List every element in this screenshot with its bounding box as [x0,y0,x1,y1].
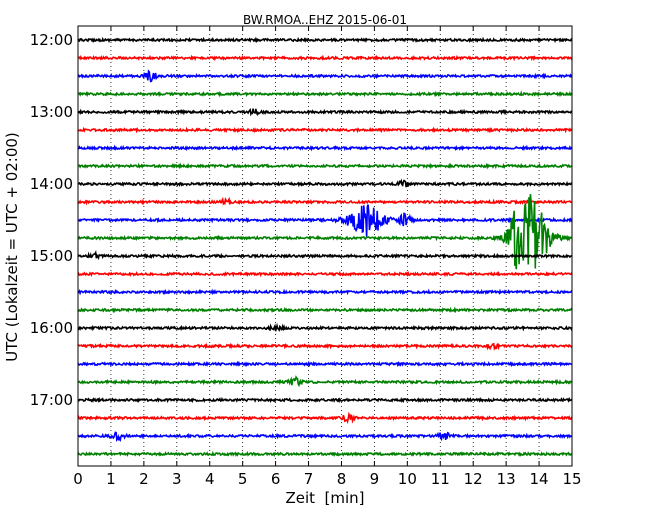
trace-1730 [77,431,573,443]
y-tick-label: 13:00 [30,103,73,121]
x-tick-label: 14 [530,470,549,488]
y-tick-label: 14:00 [30,175,73,193]
grid [110,26,540,466]
x-tick-label: 7 [304,470,314,488]
chart-title: BW.RMOA..EHZ 2015-06-01 [243,13,407,27]
x-tick-label: 1 [106,470,116,488]
trace-1300 [77,107,573,117]
x-tick-label: 10 [398,470,417,488]
x-axis-label: Zeit [min] [285,489,364,507]
x-tick-label: 15 [562,470,581,488]
trace-1215 [77,54,573,62]
trace-1230 [77,69,573,83]
trace-1415 [77,196,573,206]
trace-1530 [77,288,573,296]
y-axis-label: UTC (Lokalzeit = UTC + 02:00) [3,132,21,362]
y-tick-label: 12:00 [30,31,73,49]
trace-1315 [77,126,573,134]
x-tick-label: 13 [497,470,516,488]
x-tick-label: 11 [431,470,450,488]
trace-1500 [77,249,573,261]
trace-1200 [77,36,573,44]
trace-1715 [77,411,573,425]
trace-1630 [77,360,573,368]
y-tick-label: 17:00 [30,391,73,409]
trace-1330 [77,144,573,152]
y-tick-label: 15:00 [30,247,73,265]
trace-1545 [77,306,573,314]
x-tick-label: 12 [464,470,483,488]
x-tick-label: 5 [238,470,248,488]
trace-1700 [77,396,573,404]
trace-1745 [77,450,573,458]
x-tick-label: 0 [73,470,83,488]
trace-1600 [77,322,573,333]
trace-1400 [77,178,573,188]
x-tick-label: 8 [337,470,347,488]
traces [77,36,573,458]
plot-frame [77,25,573,467]
x-tick-label: 3 [172,470,182,488]
trace-1645 [77,374,573,388]
trace-1445 [77,194,573,270]
y-tick-label: 16:00 [30,319,73,337]
trace-1345 [77,162,573,170]
trace-1430 [77,204,573,237]
trace-1615 [77,342,573,351]
x-tick-label: 6 [271,470,281,488]
x-tick-label: 4 [205,470,215,488]
ticks: 0 1 2 3 4 5 6 7 8 9 10 11 12 13 14 1512:0013:0014:0015:… [30,26,582,488]
trace-1515 [77,270,573,278]
x-tick-label: 9 [370,470,380,488]
trace-1245 [77,90,573,98]
x-tick-label: 2 [139,470,149,488]
